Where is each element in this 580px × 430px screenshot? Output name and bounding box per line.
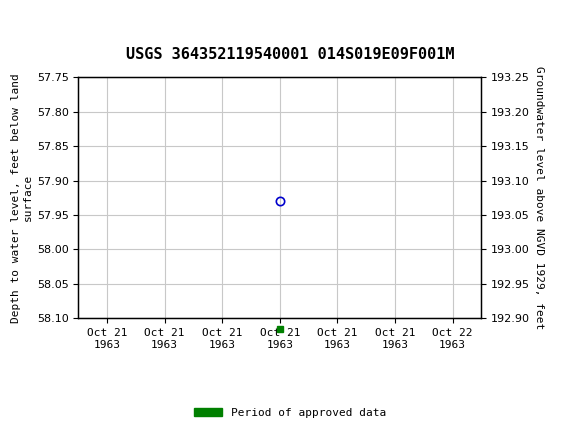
Y-axis label: Groundwater level above NGVD 1929, feet: Groundwater level above NGVD 1929, feet <box>534 66 544 329</box>
Text: USGS 364352119540001 014S019E09F001M: USGS 364352119540001 014S019E09F001M <box>126 47 454 62</box>
Text: ≡USGS: ≡USGS <box>87 13 163 32</box>
Y-axis label: Depth to water level, feet below land
surface: Depth to water level, feet below land su… <box>11 73 32 322</box>
Legend: Period of approved data: Period of approved data <box>190 403 390 422</box>
